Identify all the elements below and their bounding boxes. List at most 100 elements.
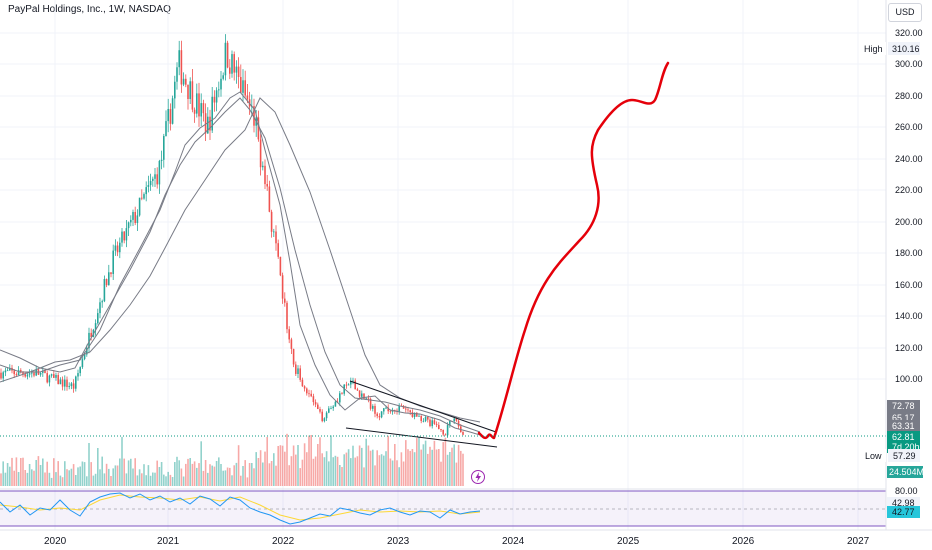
- candle-body: [189, 81, 191, 99]
- time-axis[interactable]: 2020 2021 2022 2023 2024 2025 2026 2027: [0, 529, 932, 547]
- candle-body: [240, 77, 242, 93]
- candle-body: [112, 250, 114, 274]
- candle-body: [55, 375, 57, 378]
- volume-bar: [451, 447, 453, 486]
- time-tick-label: 2020: [44, 536, 67, 547]
- high-value-box: [888, 42, 920, 55]
- volume-bar: [198, 463, 200, 486]
- candle-body: [231, 54, 233, 74]
- volume-bar: [295, 454, 297, 486]
- candle-body: [165, 121, 167, 136]
- candle-body: [317, 404, 319, 409]
- volume-bar: [4, 472, 7, 486]
- volume-bar: [380, 454, 383, 486]
- volume-bar: [11, 457, 13, 486]
- candle-body: [48, 375, 51, 383]
- candle-body: [61, 379, 64, 387]
- volume-bar: [46, 461, 48, 486]
- price-axis[interactable]: 320.00 300.00 280.00 260.00 240.00 220.0…: [862, 0, 924, 530]
- volume-bar: [314, 456, 317, 486]
- volume-bar: [193, 461, 196, 486]
- volume-bar: [422, 444, 425, 486]
- price-tick-label: 180.00: [895, 248, 923, 258]
- candle-body: [407, 409, 409, 411]
- volume-bar: [44, 472, 46, 486]
- volume-bar: [224, 470, 227, 486]
- candle-body: [374, 406, 376, 414]
- volume-bar: [132, 468, 134, 486]
- volume-bar: [409, 450, 411, 486]
- moving-average-fast: [0, 91, 481, 436]
- volume-bar: [363, 467, 365, 486]
- candle-body: [330, 408, 332, 410]
- lightning-icon[interactable]: [471, 470, 485, 484]
- volume-bar: [354, 457, 356, 486]
- volume-bar: [303, 443, 306, 486]
- rsi-value-2: 42.77: [892, 507, 915, 517]
- candle-body: [435, 423, 438, 425]
- candle-body: [233, 54, 235, 73]
- candle-body: [187, 84, 189, 99]
- volume-bar: [292, 445, 295, 486]
- volume-bar: [301, 459, 304, 486]
- volume-tag: 24.504M: [889, 467, 924, 477]
- volume-bar: [405, 440, 407, 486]
- volume-bar: [411, 449, 414, 486]
- candle-body: [88, 332, 90, 349]
- volume-bar: [163, 474, 165, 486]
- volume-bar: [77, 467, 79, 486]
- candle-body: [207, 116, 209, 134]
- volume-bar: [99, 469, 101, 486]
- candle-body: [369, 398, 372, 409]
- candle-body: [191, 81, 194, 110]
- candle-body: [446, 425, 449, 436]
- volume-bar: [207, 472, 209, 486]
- candle-body: [413, 412, 416, 417]
- candle-body: [174, 81, 176, 99]
- volume-bar: [176, 456, 178, 486]
- volume-bar: [317, 444, 319, 486]
- candle-body: [345, 384, 348, 386]
- volume-bar: [156, 460, 158, 486]
- volume-bar: [28, 464, 31, 486]
- volume-bar: [251, 463, 253, 486]
- price-tick-label: 100.00: [895, 374, 923, 384]
- price-tick-label: 120.00: [895, 343, 923, 353]
- volume-bar: [35, 460, 37, 486]
- candle-body: [299, 368, 301, 380]
- candle-body: [0, 372, 2, 379]
- candle-body: [90, 332, 92, 337]
- volume-bar: [369, 450, 372, 486]
- volume-bar: [215, 461, 218, 486]
- volume-bars: [0, 433, 464, 486]
- currency-button[interactable]: USD: [888, 3, 922, 22]
- volume-bar: [130, 458, 132, 486]
- volume-bar: [330, 435, 332, 486]
- volume-bar: [171, 477, 174, 486]
- candle-body: [101, 301, 103, 303]
- volume-bar: [374, 465, 376, 486]
- volume-bar: [402, 461, 405, 486]
- volume-bar: [308, 435, 310, 486]
- volume-bar: [396, 460, 398, 486]
- high-label: High: [864, 44, 883, 54]
- volume-bar: [275, 465, 277, 486]
- candle-body: [79, 367, 81, 374]
- volume-bar: [433, 440, 436, 486]
- volume-bar: [284, 451, 286, 486]
- low-value-box: [888, 449, 920, 462]
- volume-bar: [391, 460, 394, 486]
- candle-body: [200, 103, 202, 117]
- volume-bar: [264, 451, 266, 486]
- bar-countdown: 7d 20h: [892, 442, 920, 452]
- volume-bar: [138, 469, 141, 486]
- candle-body: [121, 231, 123, 243]
- volume-bar: [323, 457, 326, 486]
- volume-bar: [383, 455, 385, 486]
- price-tick-label: 200.00: [895, 217, 923, 227]
- volume-bar: [259, 450, 262, 486]
- volume-bar: [358, 445, 361, 486]
- candle-body: [449, 421, 451, 426]
- candle-body: [26, 374, 29, 377]
